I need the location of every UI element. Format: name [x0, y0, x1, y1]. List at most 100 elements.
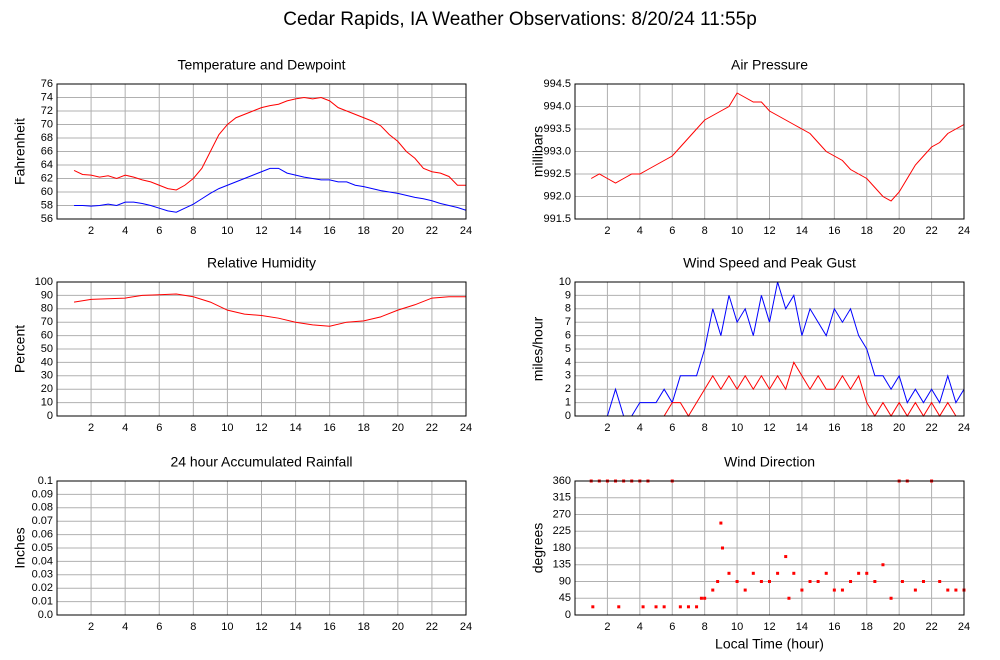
- x-tick-label: 14: [796, 225, 808, 237]
- x-tick-label: 22: [426, 225, 438, 237]
- y-tick-label: 8: [565, 303, 571, 315]
- x-tick-label: 18: [861, 225, 873, 237]
- y-tick-label: 7: [565, 316, 571, 328]
- y-tick-label: 64: [41, 159, 53, 171]
- y-tick-label: 60: [41, 186, 53, 198]
- y-tick-label: 9: [565, 289, 571, 301]
- data-point: [695, 605, 699, 609]
- data-point: [824, 571, 828, 575]
- x-tick-label: 4: [122, 422, 128, 434]
- data-point: [678, 605, 682, 609]
- data-line: [590, 92, 965, 202]
- plot-frame: [56, 281, 467, 417]
- data-point: [776, 571, 780, 575]
- y-tick-label: 66: [41, 145, 53, 157]
- x-tick-label: 4: [122, 621, 128, 633]
- y-tick-label: 90: [559, 575, 571, 587]
- y-tick-label: 50: [41, 343, 53, 355]
- x-tick-label: 20: [392, 225, 404, 237]
- x-tick-label: 8: [702, 422, 708, 434]
- y-tick-label: 0.04: [32, 555, 53, 567]
- panel-title: Temperature and Dewpoint: [177, 57, 345, 73]
- x-tick-label: 2: [604, 225, 610, 237]
- x-tick-label: 16: [828, 422, 840, 434]
- y-tick-label: 992.5: [543, 168, 571, 180]
- data-line: [73, 96, 466, 191]
- y-tick-label: 76: [41, 78, 53, 90]
- y-tick-label: 5: [565, 343, 571, 355]
- x-tick-label: 12: [763, 422, 775, 434]
- x-tick-label: 16: [828, 225, 840, 237]
- x-tick-label: 16: [324, 225, 336, 237]
- x-tick-label: 10: [221, 225, 233, 237]
- data-point: [759, 580, 763, 583]
- x-tick-label: 12: [255, 225, 267, 237]
- data-point: [865, 571, 869, 575]
- data-point: [711, 588, 715, 592]
- y-axis-label: Inches: [12, 527, 28, 568]
- x-tick-label: 18: [861, 422, 873, 434]
- y-tick-label: 10: [559, 276, 571, 288]
- x-tick-label: 6: [156, 225, 162, 237]
- data-point: [716, 580, 720, 583]
- y-tick-label: 0.06: [32, 529, 53, 541]
- y-tick-label: 74: [41, 91, 53, 103]
- y-tick-label: 0: [565, 410, 571, 422]
- x-tick-label: 10: [221, 621, 233, 633]
- x-tick-label: 12: [255, 621, 267, 633]
- data-point: [743, 588, 747, 592]
- plot-frame: [56, 83, 467, 220]
- y-tick-label: 60: [41, 330, 53, 342]
- x-tick-label: 8: [190, 422, 196, 434]
- plot-frame: [574, 281, 965, 417]
- x-tick-label: 24: [958, 621, 970, 633]
- data-point: [703, 596, 707, 600]
- data-point: [881, 563, 885, 567]
- data-point: [720, 546, 724, 550]
- data-point: [591, 605, 595, 609]
- x-tick-label: 10: [221, 422, 233, 434]
- x-tick-label: 20: [392, 422, 404, 434]
- x-tick-label: 20: [893, 621, 905, 633]
- y-axis-label: degrees: [530, 523, 546, 574]
- x-tick-label: 2: [604, 621, 610, 633]
- y-axis-label: Fahrenheit: [12, 118, 28, 185]
- x-tick-label: 12: [763, 621, 775, 633]
- data-point: [617, 605, 621, 609]
- x-tick-label: 14: [796, 621, 808, 633]
- x-tick-label: 16: [324, 422, 336, 434]
- x-tick-label: 10: [731, 422, 743, 434]
- y-tick-label: 0: [47, 410, 53, 422]
- x-tick-label: 4: [637, 621, 643, 633]
- x-tick-label: 22: [426, 422, 438, 434]
- data-point: [913, 588, 917, 592]
- y-tick-label: 1: [565, 397, 571, 409]
- y-axis-label: miles/hour: [530, 316, 546, 381]
- x-tick-label: 12: [763, 225, 775, 237]
- data-point: [641, 605, 645, 609]
- plot-frame: [574, 83, 965, 220]
- y-tick-label: 0.09: [32, 488, 53, 500]
- y-tick-label: 70: [41, 118, 53, 130]
- x-tick-label: 24: [460, 422, 472, 434]
- data-point: [727, 571, 731, 575]
- y-tick-label: 68: [41, 132, 53, 144]
- y-tick-label: 2: [565, 383, 571, 395]
- x-tick-label: 24: [460, 621, 472, 633]
- data-point: [662, 605, 666, 609]
- x-tick-label: 12: [255, 422, 267, 434]
- data-point: [946, 588, 950, 592]
- x-tick-label: 16: [324, 621, 336, 633]
- page-title: Cedar Rapids, IA Weather Observations: 8…: [283, 9, 757, 30]
- y-tick-label: 0.05: [32, 542, 53, 554]
- x-tick-label: 4: [122, 225, 128, 237]
- y-tick-label: 0.08: [32, 502, 53, 514]
- y-tick-label: 315: [553, 492, 571, 504]
- data-point: [921, 580, 925, 583]
- y-axis-label: Percent: [12, 325, 28, 373]
- x-tick-label: 24: [958, 225, 970, 237]
- x-tick-label: 22: [925, 225, 937, 237]
- data-point: [735, 580, 739, 583]
- x-tick-label: 6: [669, 225, 675, 237]
